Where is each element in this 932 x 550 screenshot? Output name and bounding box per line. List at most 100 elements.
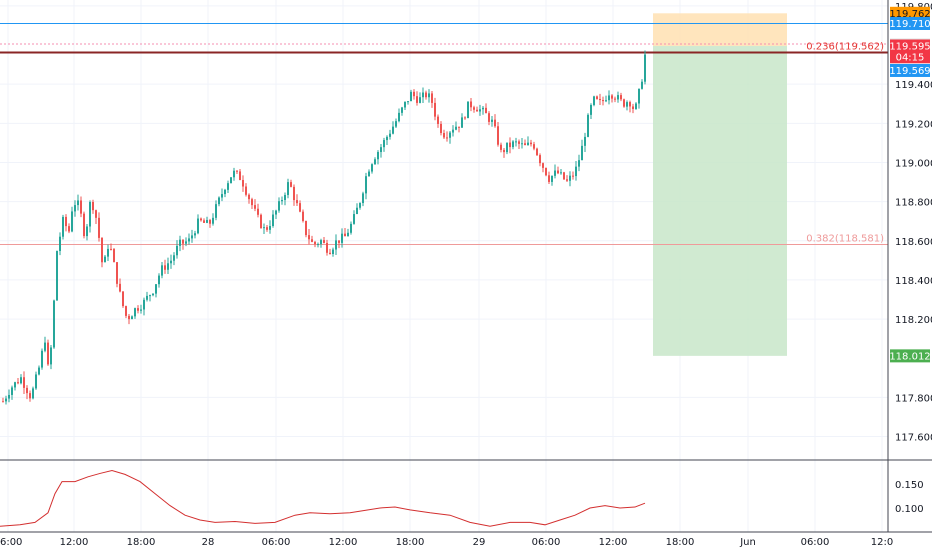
- candle-body: [140, 309, 142, 311]
- price-tag-bg: [890, 39, 930, 53]
- candle-body: [176, 245, 178, 256]
- candle-body: [608, 95, 610, 101]
- candle: [305, 220, 307, 238]
- candle: [395, 118, 397, 129]
- candle-body: [560, 172, 562, 174]
- x-tick-label: Jun: [739, 537, 756, 548]
- candle-body: [68, 226, 70, 232]
- long-position-tool[interactable]: [653, 13, 787, 356]
- candle: [26, 385, 28, 400]
- candle-body: [302, 211, 304, 221]
- candle-body: [260, 214, 262, 229]
- candle: [620, 92, 622, 102]
- candle-body: [440, 123, 442, 134]
- candle: [611, 94, 613, 103]
- candle: [464, 116, 466, 120]
- candle: [119, 278, 121, 293]
- price-tag-label: 118.012: [889, 351, 930, 362]
- candle: [50, 344, 52, 370]
- candle: [215, 200, 217, 221]
- stop-loss-zone[interactable]: [653, 13, 787, 46]
- candle-body: [632, 106, 634, 110]
- candle-body: [116, 262, 118, 284]
- candle: [134, 307, 136, 319]
- candle: [11, 385, 13, 400]
- candle-body: [194, 233, 196, 236]
- candle: [44, 336, 46, 353]
- candle-body: [197, 218, 199, 234]
- candle-body: [386, 136, 388, 141]
- take-profit-zone[interactable]: [653, 46, 787, 356]
- candle-body: [164, 265, 166, 270]
- candle: [80, 196, 82, 218]
- candle-body: [620, 95, 622, 100]
- candle: [569, 171, 571, 187]
- candle: [47, 339, 49, 366]
- candle: [629, 100, 631, 113]
- candle: [353, 210, 355, 225]
- fib-label: 0.236(119.562): [806, 41, 884, 52]
- candle: [638, 88, 640, 109]
- candle: [311, 235, 313, 243]
- candle-body: [617, 95, 619, 100]
- candle-body: [257, 208, 259, 215]
- candle: [617, 91, 619, 103]
- candle: [623, 98, 625, 108]
- price-tag: 118.012: [889, 349, 931, 363]
- candle: [125, 305, 127, 319]
- candle-body: [398, 112, 400, 122]
- candle: [377, 150, 379, 165]
- candle-body: [41, 350, 43, 368]
- candle: [71, 206, 73, 233]
- candle-body: [497, 126, 499, 145]
- candle-body: [254, 205, 256, 209]
- candle-body: [191, 235, 193, 239]
- candle-body: [356, 207, 358, 215]
- candle-body: [596, 96, 598, 99]
- price-axis-labels: 119.762119.710119.600119.59504:15119.569…: [889, 6, 931, 363]
- indicator-tick-label: 0.100: [895, 504, 924, 515]
- candle-body: [95, 210, 97, 218]
- candle: [284, 192, 286, 206]
- candle-body: [380, 147, 382, 153]
- candle: [587, 113, 589, 138]
- candle: [8, 389, 10, 403]
- candle-body: [542, 163, 544, 168]
- price-tag: 04:15: [890, 50, 930, 64]
- candle-body: [554, 170, 556, 176]
- candle-body: [104, 256, 106, 263]
- candle: [221, 188, 223, 202]
- candle: [635, 102, 637, 110]
- y-tick-label: 118.600: [895, 237, 932, 248]
- candle: [476, 106, 478, 112]
- candle: [644, 50, 646, 85]
- candle: [407, 101, 409, 105]
- price-tag-bg: [890, 50, 930, 64]
- price-tag: 119.595: [889, 39, 931, 53]
- candle-body: [83, 213, 85, 237]
- indicator-tick-label: 0.150: [895, 480, 924, 491]
- candle: [23, 371, 25, 394]
- candle-body: [296, 200, 298, 204]
- candle: [77, 194, 79, 211]
- candle-body: [38, 367, 40, 375]
- candle-body: [227, 183, 229, 190]
- candle: [602, 96, 604, 106]
- candle: [104, 254, 106, 263]
- candle: [572, 171, 574, 180]
- candle: [413, 89, 415, 100]
- candle-body: [623, 99, 625, 107]
- candle: [371, 163, 373, 174]
- horizontal-lines[interactable]: 0.236(119.562) 0.382(118.581): [0, 22, 888, 245]
- candle-body: [305, 220, 307, 236]
- candle-body: [413, 91, 415, 97]
- candle-body: [401, 107, 403, 113]
- candle: [245, 183, 247, 197]
- candle: [458, 126, 460, 133]
- candle-body: [473, 107, 475, 110]
- candle: [218, 196, 220, 207]
- candle-body: [521, 143, 523, 145]
- candle-body: [74, 205, 76, 212]
- candle-body: [224, 189, 226, 195]
